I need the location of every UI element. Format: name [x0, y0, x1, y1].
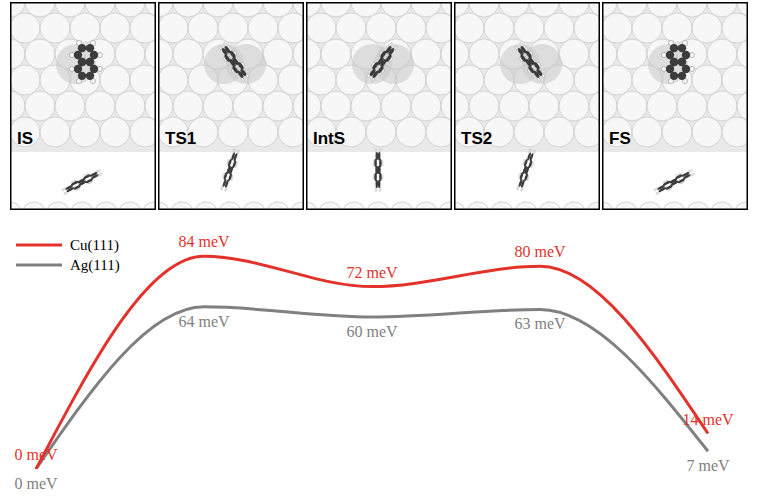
svg-text:60 meV: 60 meV	[346, 323, 398, 340]
html-text:Cu(111): Cu(111)	[70, 236, 119, 253]
svg-text:TS1: TS1	[165, 129, 196, 148]
svg-text:14 meV: 14 meV	[682, 411, 734, 428]
html-text:Ag(111): Ag(111)	[70, 256, 120, 273]
svg-text:64 meV: 64 meV	[178, 313, 230, 330]
svg-text:FS: FS	[609, 129, 631, 148]
svg-text:80 meV: 80 meV	[514, 243, 566, 260]
svg-text:IntS: IntS	[313, 129, 345, 148]
svg-text:0 meV: 0 meV	[14, 475, 58, 492]
svg-text:TS2: TS2	[461, 129, 492, 148]
svg-text:84 meV: 84 meV	[178, 233, 230, 250]
svg-text:0 meV: 0 meV	[14, 446, 58, 463]
svg-text:7 meV: 7 meV	[686, 457, 730, 474]
svg-text:63 meV: 63 meV	[514, 315, 566, 332]
svg-text:72 meV: 72 meV	[346, 264, 398, 281]
svg-text:IS: IS	[17, 129, 33, 148]
